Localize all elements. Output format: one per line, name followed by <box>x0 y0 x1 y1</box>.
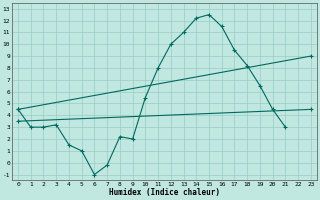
X-axis label: Humidex (Indice chaleur): Humidex (Indice chaleur) <box>109 188 220 197</box>
